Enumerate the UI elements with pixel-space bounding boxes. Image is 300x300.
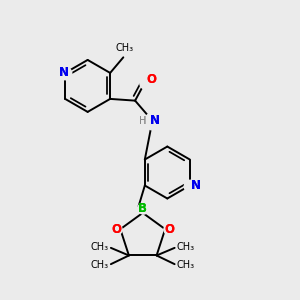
Text: N: N [191,179,201,192]
Text: O: O [164,223,174,236]
Text: N: N [150,114,160,127]
Text: B: B [138,202,147,214]
Text: O: O [111,223,121,236]
Text: O: O [146,73,156,86]
Text: H: H [139,116,146,126]
Text: O: O [146,73,156,86]
Text: N: N [58,66,68,80]
Text: CH₃: CH₃ [177,242,195,252]
Text: O: O [164,223,174,236]
Text: CH₃: CH₃ [91,242,109,252]
Text: N: N [58,66,68,80]
Text: H: H [139,116,146,126]
Text: CH₃: CH₃ [177,260,195,270]
Text: CH₃: CH₃ [116,43,134,53]
Text: CH₃: CH₃ [91,260,109,270]
Text: N: N [191,179,201,192]
Text: O: O [111,223,121,236]
Text: B: B [138,202,147,214]
Text: N: N [150,114,160,127]
